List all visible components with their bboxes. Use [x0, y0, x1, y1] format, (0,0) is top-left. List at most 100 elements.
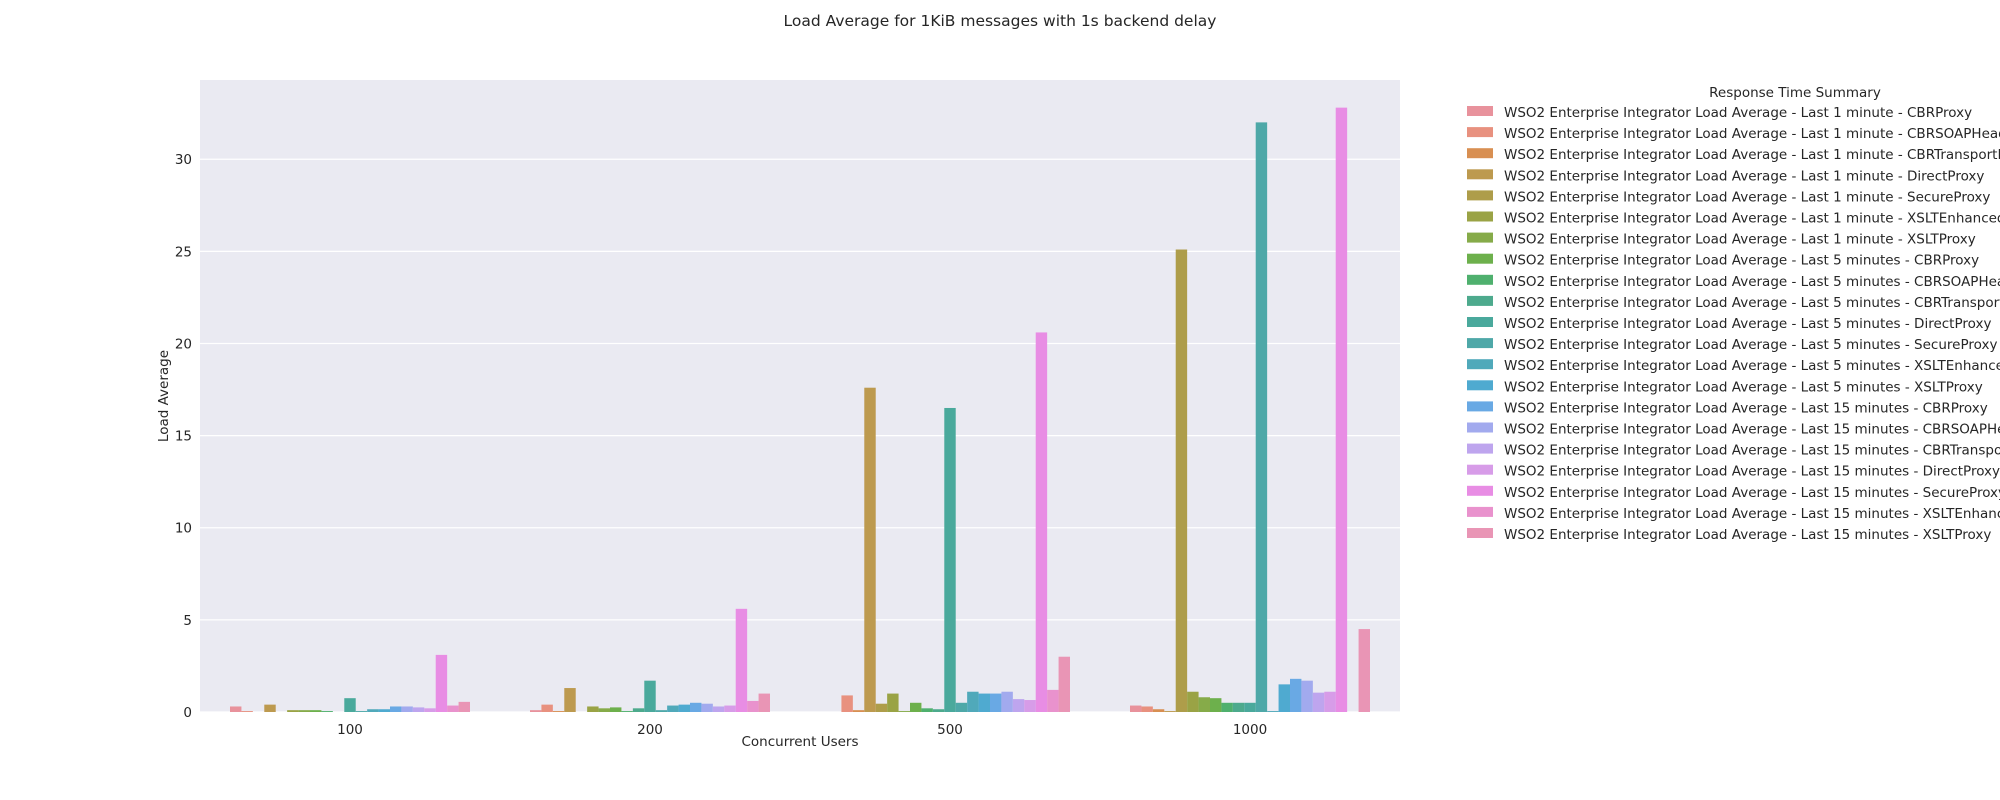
legend-entry: WSO2 Enterprise Integrator Load Average … [1504, 337, 1997, 353]
legend-entry: WSO2 Enterprise Integrator Load Average … [1504, 379, 1983, 395]
legend-swatch [1467, 338, 1493, 349]
bar [1312, 692, 1325, 712]
bar [412, 707, 425, 712]
bar [1221, 702, 1233, 712]
legend-swatch [1467, 190, 1493, 201]
bar [321, 711, 333, 712]
bar [1278, 684, 1290, 712]
y-tick-label: 20 [175, 336, 192, 352]
bar [1035, 332, 1048, 712]
bar [758, 693, 770, 712]
bar [701, 703, 713, 712]
bar [552, 711, 565, 712]
bar [458, 701, 470, 712]
x-axis-label: Concurrent Users [741, 734, 858, 750]
bar [564, 688, 576, 712]
legend-swatch [1467, 211, 1493, 222]
bar [910, 702, 922, 712]
legend-swatch [1467, 253, 1493, 264]
legend-entry: WSO2 Enterprise Integrator Load Average … [1504, 253, 1979, 269]
legend-entry: WSO2 Enterprise Integrator Load Average … [1504, 189, 1990, 205]
legend-swatch [1467, 232, 1493, 243]
bar [990, 693, 1002, 712]
bar [1335, 107, 1348, 712]
x-tick-label: 200 [637, 722, 663, 738]
bar [264, 704, 276, 712]
bar [367, 709, 379, 712]
bar [724, 705, 736, 712]
bar [1267, 711, 1279, 712]
legend-swatch [1467, 359, 1493, 370]
legend-swatch [1467, 485, 1493, 496]
legend-entry: WSO2 Enterprise Integrator Load Average … [1504, 422, 2000, 438]
bar [875, 703, 888, 712]
chart-title: Load Average for 1KiB messages with 1s b… [783, 12, 1217, 30]
bar [1232, 702, 1245, 712]
bar [747, 700, 759, 712]
legend-entry: WSO2 Enterprise Integrator Load Average … [1504, 485, 2000, 501]
legend-entry: WSO2 Enterprise Integrator Load Average … [1504, 506, 2000, 522]
legend-title: Response Time Summary [1709, 85, 1881, 101]
bar [735, 608, 748, 712]
bar [1152, 709, 1165, 712]
legend-swatch [1467, 127, 1493, 138]
y-axis-label: Load Average [156, 350, 172, 442]
y-tick-label: 5 [183, 613, 192, 629]
bar [1210, 698, 1222, 712]
y-tick-label: 25 [175, 244, 192, 260]
bar [401, 706, 413, 712]
bar [241, 711, 253, 712]
legend-entry: WSO2 Enterprise Integrator Load Average … [1504, 358, 2000, 374]
legend-entry: WSO2 Enterprise Integrator Load Average … [1504, 168, 1984, 184]
bar [1244, 702, 1256, 712]
legend-entry: WSO2 Enterprise Integrator Load Average … [1504, 211, 2000, 227]
bar [310, 710, 322, 712]
bar [887, 693, 899, 712]
legend-swatch [1467, 380, 1493, 391]
legend-swatch [1467, 422, 1493, 433]
bar [667, 705, 679, 712]
bar [690, 702, 702, 712]
bar [1290, 678, 1302, 712]
bar [230, 706, 242, 712]
bar [632, 708, 645, 712]
bar [587, 706, 599, 712]
bar [841, 695, 853, 712]
bar [644, 680, 656, 712]
y-tick-label: 15 [175, 429, 192, 445]
bar [344, 698, 356, 712]
legend-entry: WSO2 Enterprise Integrator Load Average … [1504, 147, 2000, 163]
bar [1164, 711, 1176, 712]
legend-swatch [1467, 401, 1493, 412]
bar [530, 710, 542, 712]
bar [390, 706, 402, 712]
x-tick-label: 500 [937, 722, 963, 738]
legend-swatch [1467, 317, 1493, 327]
bar [424, 708, 436, 712]
bar [1012, 699, 1025, 712]
y-tick-label: 30 [175, 152, 192, 168]
y-tick-label: 10 [175, 521, 192, 537]
bar [435, 654, 448, 712]
x-tick-label: 1000 [1233, 722, 1267, 738]
bar [1175, 249, 1188, 712]
legend-swatch [1467, 528, 1493, 538]
bar [1301, 680, 1313, 712]
legend: Response Time Summary WSO2 Enterprise In… [1467, 85, 2000, 543]
bar [1324, 691, 1336, 712]
bar [598, 708, 610, 712]
bar [1047, 689, 1059, 712]
bar [355, 711, 368, 712]
legend-swatch [1467, 148, 1493, 159]
bar [932, 709, 945, 712]
legend-entry: WSO2 Enterprise Integrator Load Average … [1504, 274, 2000, 290]
bar [1024, 700, 1036, 712]
bar [1198, 697, 1210, 712]
x-tick-label: 100 [337, 722, 363, 738]
bar [898, 711, 910, 712]
legend-entry: WSO2 Enterprise Integrator Load Average … [1504, 400, 1988, 416]
bar [1187, 691, 1199, 712]
bar [655, 710, 668, 712]
bar [921, 708, 933, 712]
